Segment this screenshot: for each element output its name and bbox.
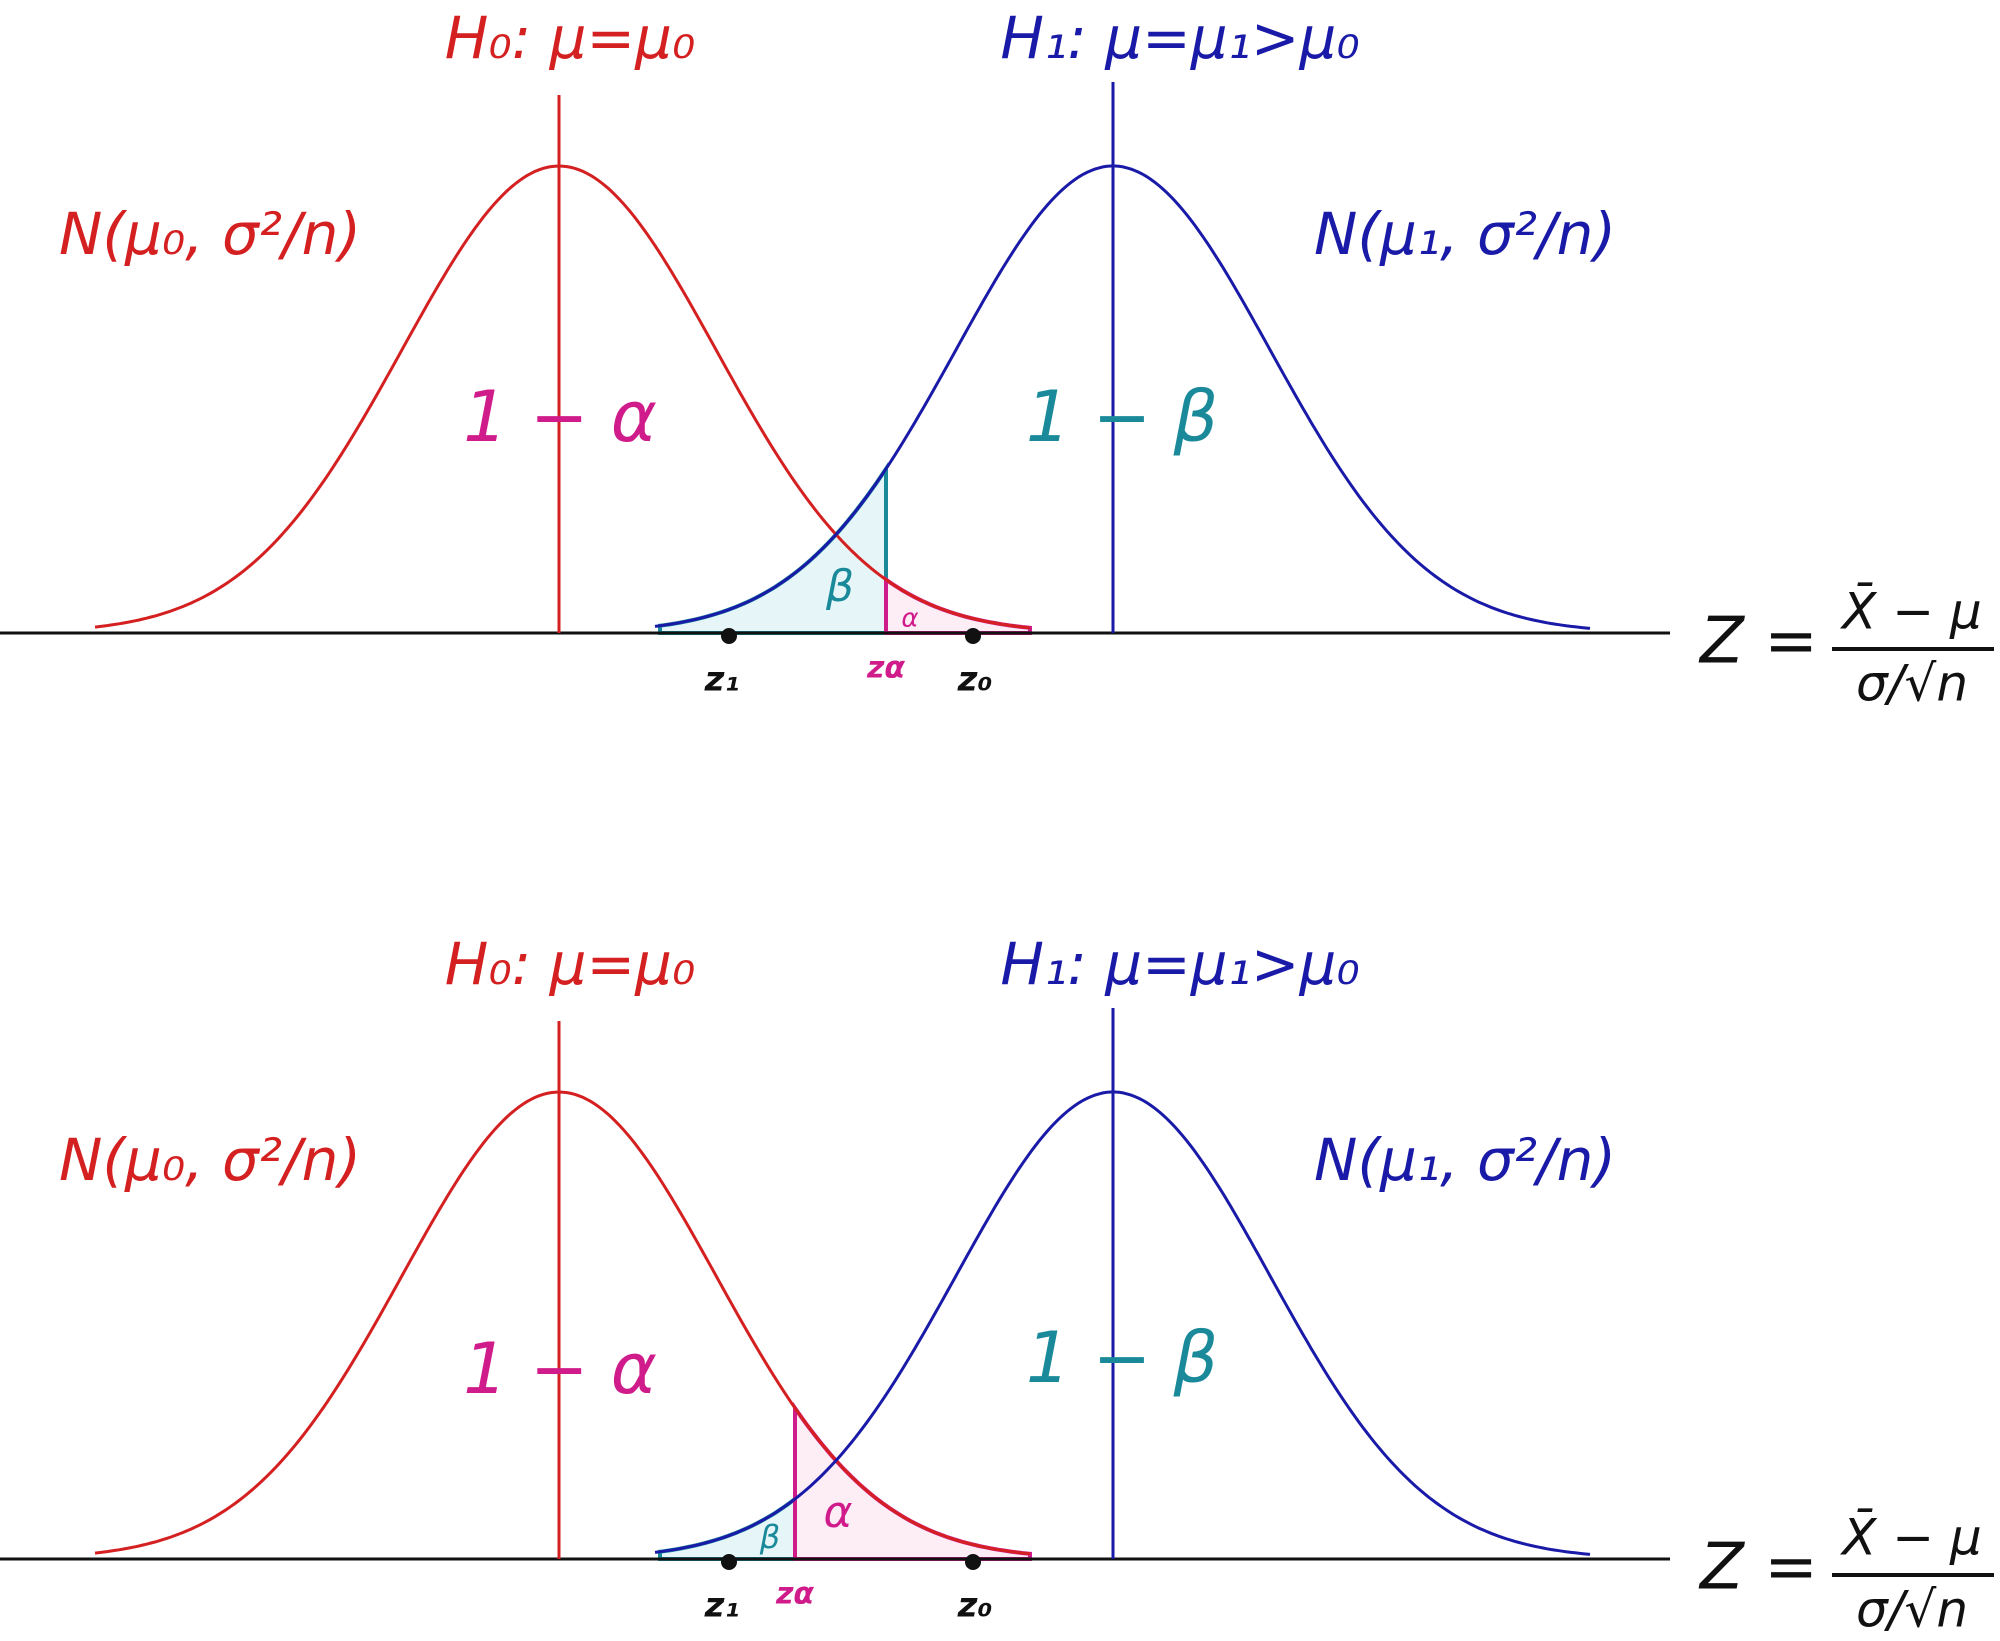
panel: H₀: μ=μ₀ H₁: μ=μ₁>μ₀ N(μ₀, σ²/n) N(μ₁, σ²/n… xyxy=(0,930,1994,1639)
alpha-label: α xyxy=(823,1487,852,1538)
z-denominator: σ/√n xyxy=(1856,1581,1968,1639)
one-minus-beta: 1 − β xyxy=(1026,376,1218,458)
z-lhs: Z = xyxy=(1698,1531,1818,1605)
one-minus-alpha: 1 − α xyxy=(463,1328,657,1410)
z1-label: z₁ xyxy=(704,1586,740,1626)
h1-curve xyxy=(654,164,1591,630)
z-lhs: Z = xyxy=(1698,605,1818,679)
beta-label: β xyxy=(759,1518,780,1556)
z0-point xyxy=(965,1554,981,1570)
z1-label: z₁ xyxy=(704,660,740,700)
n0-label: N(μ₀, σ²/n) xyxy=(59,1126,361,1194)
one-minus-alpha: 1 − α xyxy=(463,376,657,458)
z-denominator: σ/√n xyxy=(1856,655,1968,713)
n1-label: N(μ₁, σ²/n) xyxy=(1314,200,1616,268)
h1-curve xyxy=(654,1090,1591,1556)
h0-label: H₀: μ=μ₀ xyxy=(445,930,696,998)
n1-label: N(μ₁, σ²/n) xyxy=(1314,1126,1616,1194)
z-numerator: X̄ − μ xyxy=(1839,581,1982,640)
h1-label: H₁: μ=μ₁>μ₀ xyxy=(1000,930,1359,998)
z1-point xyxy=(721,628,737,644)
z-alpha-label: zα xyxy=(775,1577,814,1612)
n0-label: N(μ₀, σ²/n) xyxy=(59,200,361,268)
alpha-label: α xyxy=(901,604,918,634)
beta-label: β xyxy=(825,561,854,612)
h1-label: H₁: μ=μ₁>μ₀ xyxy=(1000,4,1359,72)
h0-curve xyxy=(94,1090,1031,1556)
h0-label: H₀: μ=μ₀ xyxy=(445,4,696,72)
z0-label: z₀ xyxy=(957,660,993,700)
z-alpha-label: zα xyxy=(866,651,905,686)
z1-point xyxy=(721,1554,737,1570)
one-minus-beta: 1 − β xyxy=(1026,1317,1218,1399)
z-numerator: X̄ − μ xyxy=(1839,1507,1982,1566)
h0-curve xyxy=(94,164,1031,630)
panel: H₀: μ=μ₀ H₁: μ=μ₁>μ₀ N(μ₀, σ²/n) N(μ₁, σ²/n… xyxy=(0,4,1994,713)
z0-label: z₀ xyxy=(957,1586,993,1626)
z0-point xyxy=(965,628,981,644)
